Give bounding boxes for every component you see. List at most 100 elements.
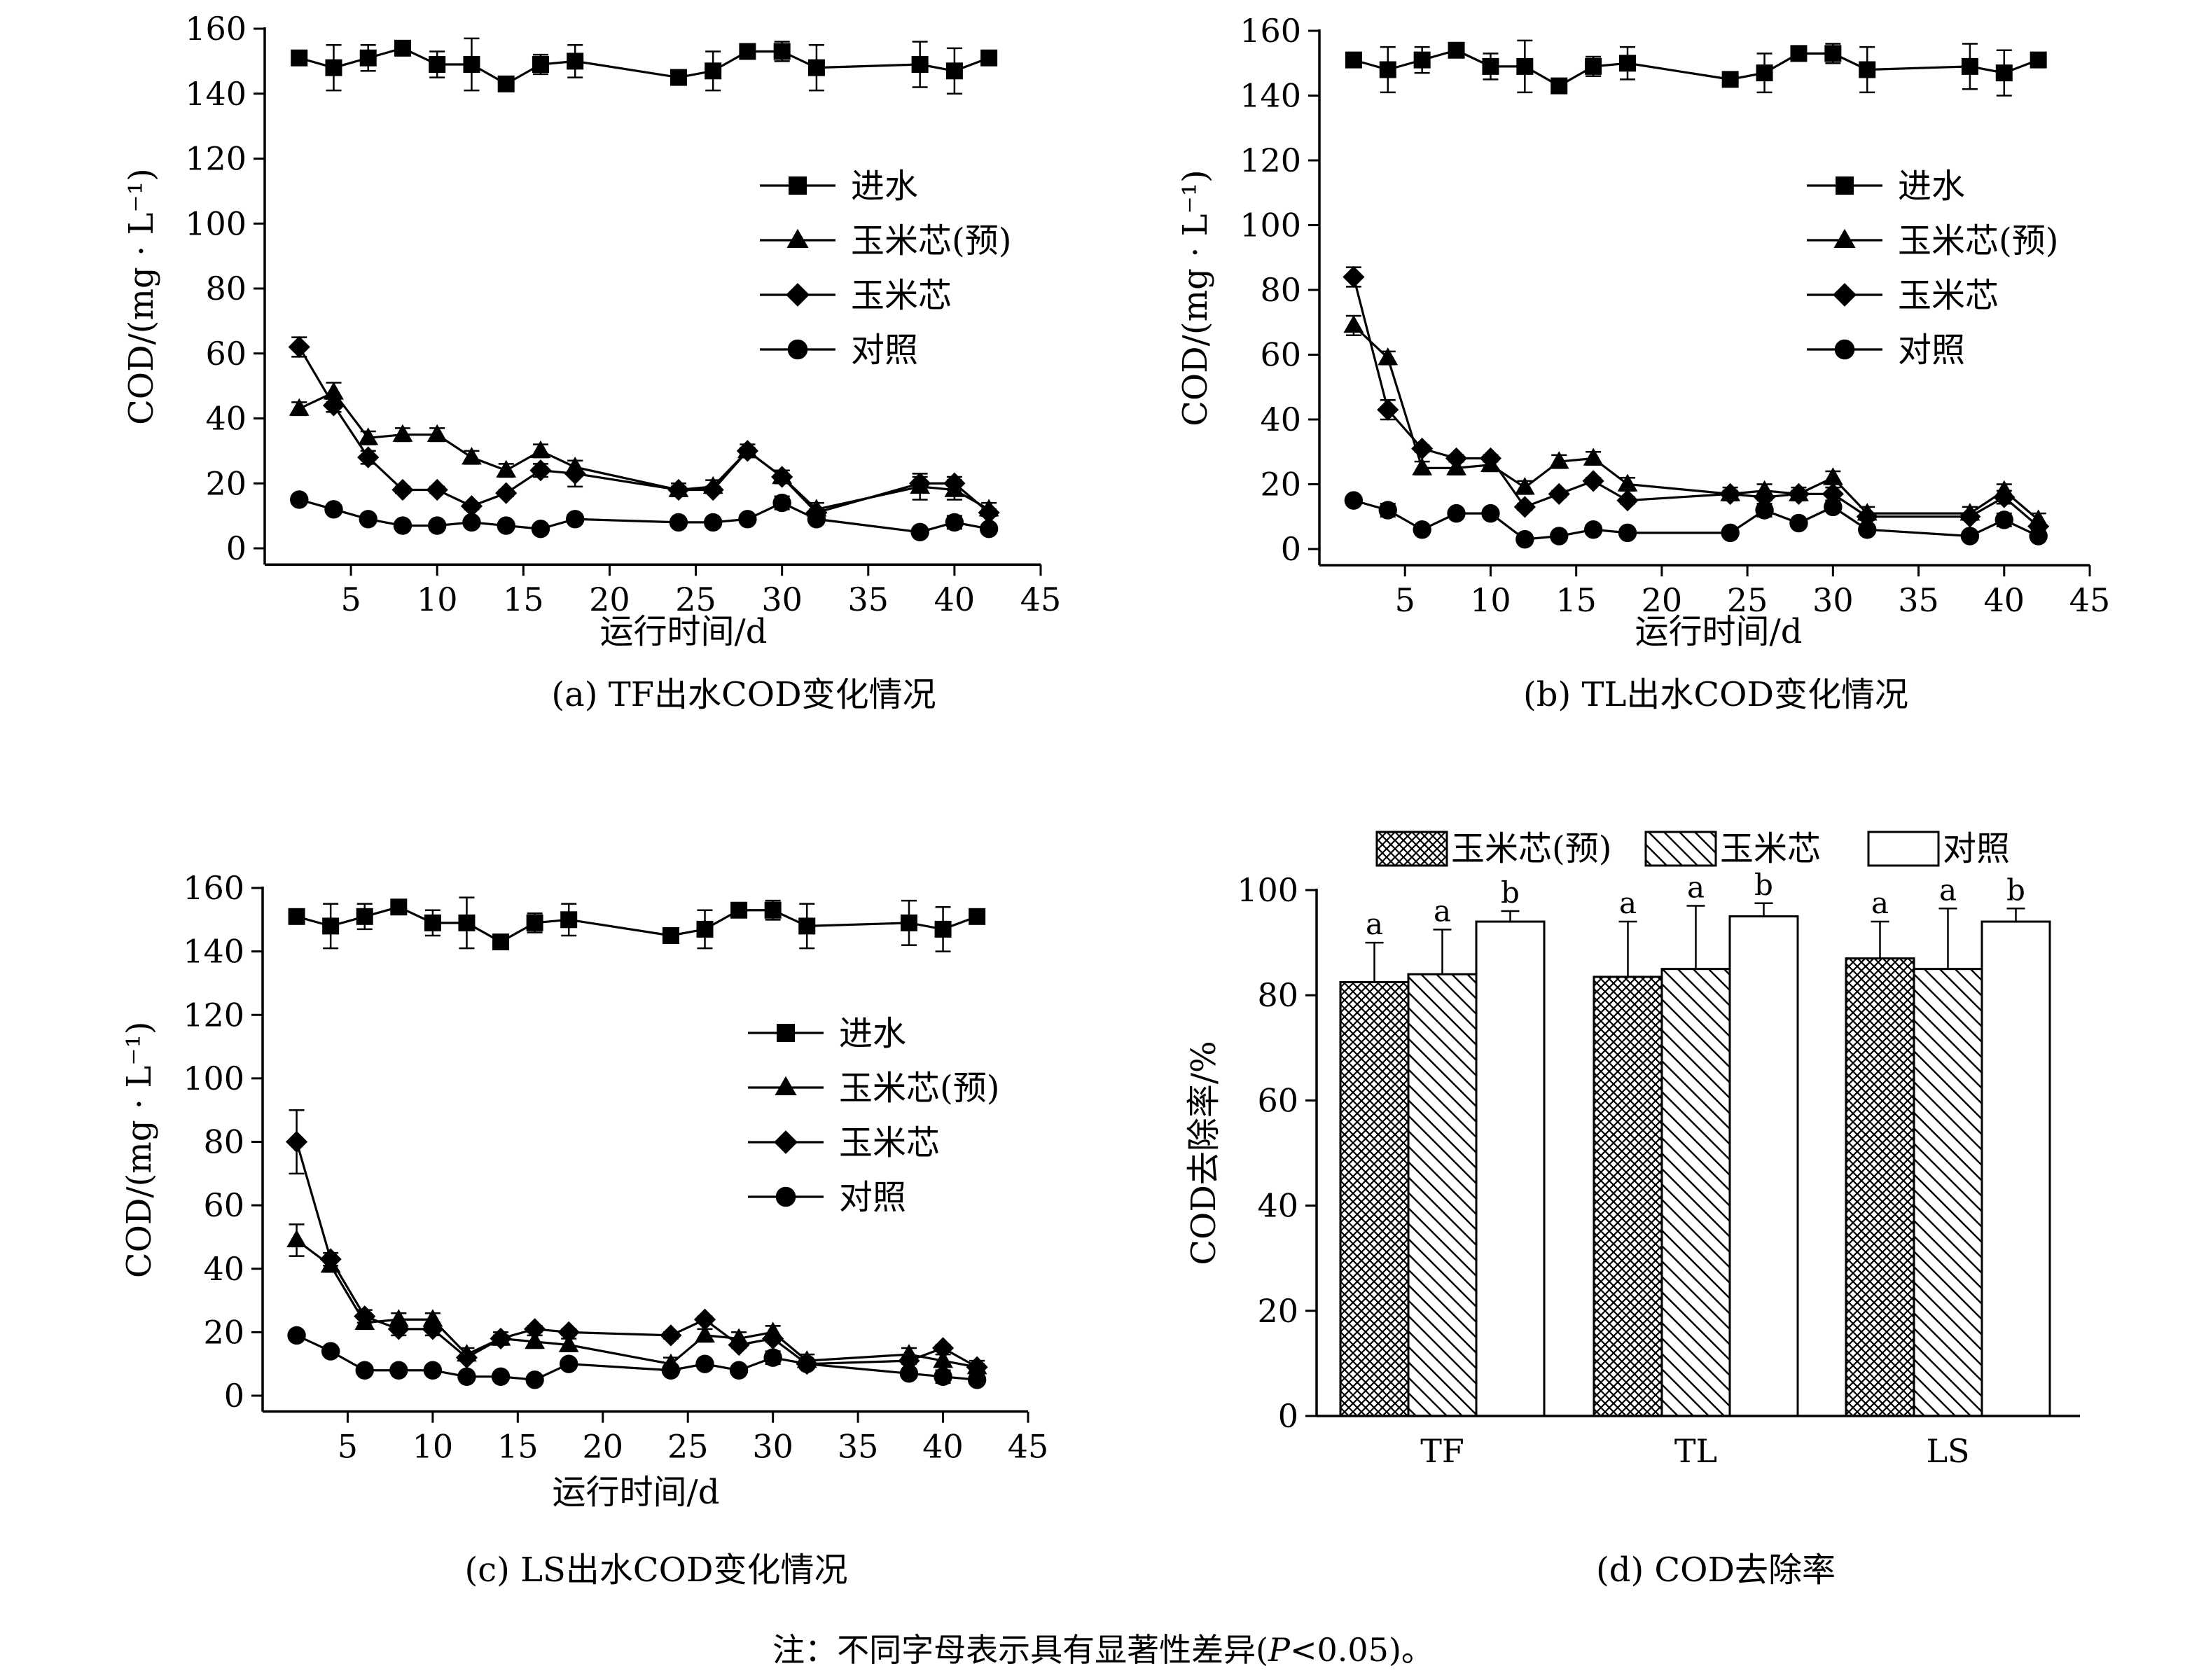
data-point bbox=[1790, 45, 1808, 62]
data-point bbox=[702, 478, 724, 501]
data-point bbox=[693, 1308, 716, 1331]
significance-note: 注：不同字母表示具有显著性差异(P<0.05)。 bbox=[772, 1631, 1434, 1669]
legend-label: 对照 bbox=[1943, 829, 2010, 868]
x-tick-label: 10 bbox=[412, 1428, 454, 1466]
y-tick-label: 140 bbox=[1240, 77, 1301, 115]
data-point bbox=[1345, 51, 1362, 69]
legend-swatch bbox=[1375, 831, 1448, 867]
x-tick-label: 5 bbox=[1395, 581, 1415, 619]
y-tick-label: 100 bbox=[1237, 871, 1298, 909]
data-point bbox=[911, 56, 929, 74]
bar bbox=[1339, 980, 1410, 1417]
x-tick-label: 30 bbox=[1812, 581, 1854, 619]
legend-label: 对照 bbox=[1898, 331, 1965, 370]
y-axis-label: COD/(mg · L⁻¹) bbox=[1176, 169, 1215, 426]
data-point bbox=[1344, 491, 1364, 510]
data-point bbox=[1753, 486, 1776, 508]
panel-caption: (d) COD去除率 bbox=[1596, 1550, 1836, 1590]
y-tick-label: 80 bbox=[205, 270, 247, 307]
data-point bbox=[287, 1326, 306, 1345]
x-tick-label: 25 bbox=[667, 1428, 709, 1466]
x-tick-label: 30 bbox=[761, 581, 803, 618]
data-point bbox=[557, 1321, 580, 1343]
legend-marker bbox=[1833, 283, 1857, 307]
bar bbox=[1593, 976, 1663, 1417]
y-tick-label: 0 bbox=[1281, 530, 1301, 568]
data-point bbox=[1787, 483, 1810, 505]
y-tick-label: 160 bbox=[1240, 12, 1301, 50]
data-point bbox=[1513, 496, 1536, 518]
data-point bbox=[1548, 451, 1569, 469]
y-axis-label: COD/(mg · L⁻¹) bbox=[122, 168, 161, 425]
significance-letter: a bbox=[1366, 907, 1383, 941]
data-point bbox=[1719, 483, 1742, 505]
data-point bbox=[463, 56, 480, 74]
data-point bbox=[389, 1361, 408, 1380]
legend-label: 进水 bbox=[839, 1014, 906, 1053]
legend-label: 玉米芯(预) bbox=[851, 221, 1011, 261]
category-label: TL bbox=[1674, 1432, 1717, 1470]
y-tick-label: 100 bbox=[185, 204, 247, 242]
legend: 玉米芯(预) 玉米芯 对照 bbox=[1375, 829, 2010, 868]
legend-label: 玉米芯(预) bbox=[839, 1069, 999, 1108]
y-tick-label: 60 bbox=[1260, 336, 1301, 374]
data-point bbox=[291, 49, 308, 67]
data-point bbox=[736, 440, 759, 462]
panel-a-tf-cod: 0 20 40 60 80 100 120 140 160 5 10 15 20 25 30 35 40 45 运行… bbox=[122, 10, 1061, 714]
legend-marker bbox=[786, 228, 809, 249]
panel-caption: (b) TL出水COD变化情况 bbox=[1523, 675, 1908, 714]
bar bbox=[1728, 915, 1799, 1417]
y-axis-label: COD去除率/% bbox=[1184, 1041, 1223, 1265]
note-italic-p: P bbox=[1268, 1631, 1291, 1669]
y-tick-label: 60 bbox=[1257, 1081, 1298, 1119]
y-tick-label: 140 bbox=[185, 75, 247, 113]
data-point bbox=[1413, 520, 1431, 539]
bar-group-tf: a a b TF bbox=[1339, 875, 1546, 1470]
data-point bbox=[980, 49, 998, 67]
data-point bbox=[1993, 486, 2016, 508]
significance-letter: a bbox=[1619, 886, 1637, 920]
y-tick-label: 140 bbox=[183, 933, 244, 971]
panel-caption: (c) LS出水COD变化情况 bbox=[465, 1550, 848, 1590]
data-point bbox=[1378, 501, 1397, 520]
note-suffix: <0.05)。 bbox=[1290, 1631, 1434, 1669]
note-prefix: 注：不同字母表示具有显著性差异( bbox=[772, 1631, 1268, 1669]
bar bbox=[1913, 968, 1983, 1417]
data-point bbox=[1412, 457, 1433, 475]
data-point bbox=[978, 501, 1000, 524]
data-point bbox=[969, 908, 986, 925]
data-point bbox=[764, 901, 782, 919]
data-point bbox=[1548, 483, 1570, 505]
data-point bbox=[1721, 71, 1739, 88]
data-point bbox=[525, 1331, 546, 1349]
data-point bbox=[1479, 447, 1502, 470]
legend-label: 对照 bbox=[851, 331, 918, 370]
y-tick-label: 0 bbox=[1278, 1397, 1298, 1435]
data-point bbox=[1445, 447, 1468, 470]
x-tick-label: 25 bbox=[675, 581, 716, 618]
x-axis-label: 运行时间/d bbox=[600, 612, 768, 651]
y-tick-label: 160 bbox=[183, 869, 244, 907]
legend-label: 玉米芯 bbox=[1720, 829, 1821, 868]
data-point bbox=[900, 914, 917, 931]
legend-marker bbox=[775, 1186, 796, 1207]
data-point bbox=[934, 920, 952, 938]
data-point bbox=[462, 513, 481, 532]
data-point bbox=[460, 495, 483, 518]
significance-letter: a bbox=[1871, 886, 1889, 920]
data-point bbox=[2029, 527, 2048, 546]
data-point bbox=[1824, 45, 1842, 62]
x-tick-label: 20 bbox=[583, 1428, 624, 1466]
series-2 bbox=[286, 1223, 987, 1375]
significance-letter: a bbox=[1434, 894, 1451, 928]
significance-letter: b bbox=[1754, 868, 1773, 902]
data-point bbox=[1616, 490, 1639, 512]
data-point bbox=[490, 1327, 512, 1350]
series-1 bbox=[288, 896, 986, 952]
data-point bbox=[1582, 470, 1604, 492]
data-point bbox=[1378, 347, 1399, 366]
data-point bbox=[899, 1364, 919, 1383]
y-tick-label: 20 bbox=[1257, 1292, 1298, 1330]
series-4 bbox=[290, 490, 999, 542]
